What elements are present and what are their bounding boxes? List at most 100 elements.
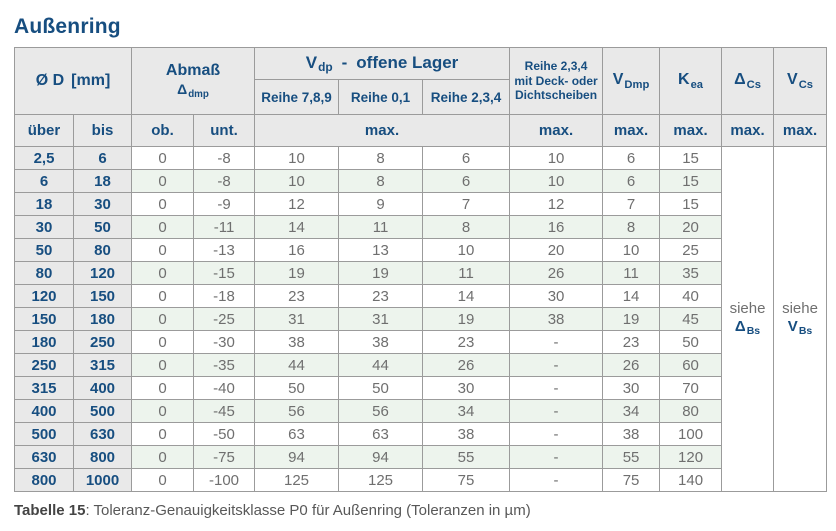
- deck-line3: Dichtscheiben: [515, 88, 598, 103]
- cell-deck: -: [509, 422, 604, 446]
- header-max-deck: max.: [509, 114, 604, 147]
- cell-kea: 35: [659, 261, 723, 285]
- cell-deck: 16: [509, 215, 604, 239]
- cell-deck: 38: [509, 307, 604, 331]
- header-max-vcs: max.: [773, 114, 828, 147]
- vdp-label: offene Lager: [356, 52, 459, 72]
- cell-bis: 180: [73, 307, 132, 331]
- cell-vdmp: 6: [602, 169, 661, 193]
- cell-bis: 150: [73, 284, 132, 308]
- table-row: 18 30 0 -9 12 9 7 12 7 15: [14, 192, 827, 216]
- cell-kea: 70: [659, 376, 723, 400]
- cell-unt: -50: [192, 422, 256, 446]
- table-row: 630 800 0 -75 94 94 55-55 120: [14, 445, 827, 469]
- cell-deck: 26: [509, 261, 604, 285]
- header-row-3: über bis ob. unt. max. max. max. max. ma…: [14, 114, 828, 147]
- cell-ob: 0: [131, 261, 194, 285]
- header-delta-cs: ΔCs: [721, 47, 775, 115]
- cell-bis: 6: [73, 146, 132, 170]
- cell-ueber: 315: [14, 376, 74, 400]
- cell-deck: 10: [509, 146, 604, 170]
- cell-ob: 0: [131, 376, 194, 400]
- cell-bis: 30: [73, 192, 132, 216]
- cell-deck: -: [509, 445, 604, 469]
- cell-bis: 500: [73, 399, 132, 423]
- cell-r01: 19: [338, 261, 424, 285]
- header-reihe234: Reihe 2,3,4: [422, 79, 511, 115]
- header-abmass-line2: Δdmp: [133, 81, 254, 101]
- header-unt: unt.: [192, 114, 256, 147]
- cell-r01: 44: [338, 353, 424, 377]
- cell-r789: 50: [254, 376, 340, 400]
- delta-cs-symbol: Δ: [734, 71, 746, 89]
- cell-ueber: 630: [14, 445, 74, 469]
- cell-unt: -100: [192, 468, 256, 492]
- siehe-symbol: VBs: [787, 318, 813, 338]
- cell-ueber: 2,5: [14, 146, 74, 170]
- table-row: 6 18 0 -8 10 8 6 10 6 15: [14, 169, 827, 193]
- cell-vdmp: 34: [602, 399, 661, 423]
- cell-r789: 16: [254, 238, 340, 262]
- cell-siehe-v-bs: siehe VBs: [773, 146, 828, 492]
- cell-r789: 10: [254, 169, 340, 193]
- cell-vdmp: 14: [602, 284, 661, 308]
- cell-r789: 94: [254, 445, 340, 469]
- cell-ueber: 800: [14, 468, 74, 492]
- cell-ob: 0: [131, 468, 194, 492]
- deck-line1: Reihe 2,3,4: [524, 59, 588, 74]
- table-body: 2,5 6 0 -8 10 8 6 10 6 15 siehe ΔBs siehe VBs 6 18 0 -8 10…: [14, 146, 828, 492]
- cell-vdmp: 30: [602, 376, 661, 400]
- cell-vdmp: 55: [602, 445, 661, 469]
- header-ob: ob.: [131, 114, 194, 147]
- cell-bis: 315: [73, 353, 132, 377]
- cell-unt: -9: [192, 192, 256, 216]
- deck-line2: mit Deck- oder: [514, 73, 598, 88]
- table-row: 180 250 0 -30 38 38 23-23 50: [14, 330, 827, 354]
- cell-ob: 0: [131, 399, 194, 423]
- cell-ueber: 30: [14, 215, 74, 239]
- cell-ob: 0: [131, 238, 194, 262]
- cell-kea: 45: [659, 307, 723, 331]
- abmass-subscript: dmp: [188, 88, 209, 100]
- cell-r789: 125: [254, 468, 340, 492]
- kea-symbol: K: [678, 71, 690, 89]
- cell-bis: 800: [73, 445, 132, 469]
- cell-ueber: 6: [14, 169, 74, 193]
- cell-r01: 31: [338, 307, 424, 331]
- cell-r01: 13: [338, 238, 424, 262]
- header-max-vdp: max.: [254, 114, 511, 147]
- cell-bis: 1000: [73, 468, 132, 492]
- cell-kea: 20: [659, 215, 723, 239]
- cell-r234: 30: [422, 376, 511, 400]
- cell-ueber: 180: [14, 330, 74, 354]
- cell-r01: 8: [338, 169, 424, 193]
- cell-ueber: 400: [14, 399, 74, 423]
- cell-r01: 63: [338, 422, 424, 446]
- cell-unt: -11: [192, 215, 256, 239]
- cell-r234: 38: [422, 422, 511, 446]
- vcs-subscript: Cs: [798, 78, 814, 91]
- header-diameter-symbol: Ø D: [35, 72, 65, 89]
- siehe-word: siehe: [782, 299, 818, 317]
- cell-deck: -: [509, 330, 604, 354]
- table-row: 250 315 0 -35 44 44 26-26 60: [14, 353, 827, 377]
- cell-unt: -18: [192, 284, 256, 308]
- header-bis: bis: [73, 114, 132, 147]
- cell-deck: 10: [509, 169, 604, 193]
- cell-r789: 19: [254, 261, 340, 285]
- cell-r234: 19: [422, 307, 511, 331]
- cell-kea: 120: [659, 445, 723, 469]
- cell-ueber: 150: [14, 307, 74, 331]
- cell-kea: 15: [659, 169, 723, 193]
- header-vdmp: VDmp: [602, 47, 661, 115]
- cell-ob: 0: [131, 146, 194, 170]
- cell-siehe-delta-bs: siehe ΔBs: [721, 146, 775, 492]
- cell-vdmp: 38: [602, 422, 661, 446]
- cell-bis: 80: [73, 238, 132, 262]
- header-row-2: Reihe 7,8,9 Reihe 0,1 Reihe 2,3,4: [15, 79, 827, 115]
- cell-kea: 100: [659, 422, 723, 446]
- tolerance-table: Ø D [mm] Abmaß Δdmp Vdp - offene Lager Reih…: [14, 47, 828, 492]
- cell-ob: 0: [131, 169, 194, 193]
- vdmp-subscript: Dmp: [624, 78, 650, 91]
- header-reihe01: Reihe 0,1: [338, 79, 424, 115]
